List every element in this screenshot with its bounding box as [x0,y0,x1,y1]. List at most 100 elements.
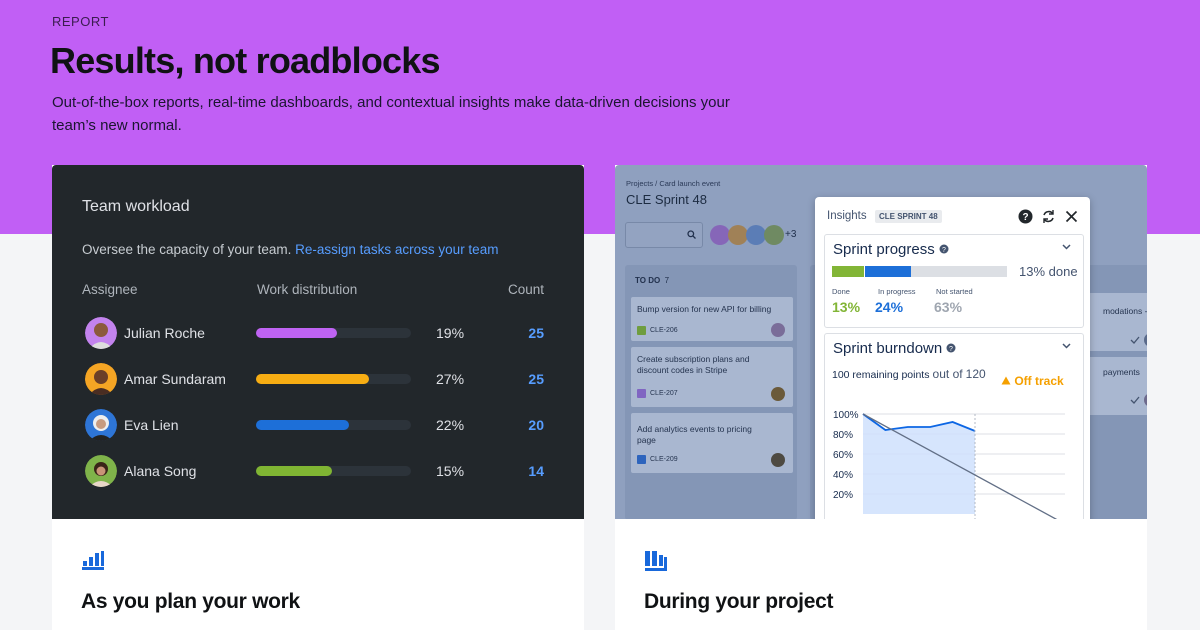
sprint-burndown-panel: Sprint burndown ? 100 remaining points o… [824,333,1084,519]
work-distribution-fill [256,374,370,384]
chevron-down-icon[interactable] [1062,242,1071,252]
ticket-title: payments [1103,367,1140,377]
warning-icon [1001,376,1011,385]
svg-text:?: ? [1022,212,1028,223]
sprint-progress-title: Sprint progress ? [833,241,949,258]
during-project-card: Projects / Card launch event CLE Sprint … [615,165,1147,630]
task-count-link[interactable]: 25 [528,371,544,387]
ticket-card[interactable]: Create subscription plans and discount c… [631,347,793,407]
insights-title: Insights [827,210,867,222]
ticket-card[interactable]: Bump version for new API for billing CLE… [631,297,793,341]
extra-members-count: +3 [785,229,797,240]
insights-panel: Insights CLE SPRINT 48 ? Sprint progress… [815,197,1090,519]
avatar [771,387,785,401]
info-icon[interactable]: ? [939,244,949,254]
work-distribution-fill [256,328,337,338]
breadcrumb[interactable]: Projects / Card launch event [626,179,721,188]
svg-text:?: ? [949,346,953,353]
chevron-down-icon[interactable] [1062,341,1071,351]
table-row[interactable]: Alana Song 15% 14 [52,455,584,501]
sprint-title: CLE Sprint 48 [626,192,707,207]
reassign-tasks-link[interactable]: Re-assign tasks across your team [295,242,499,257]
info-icon[interactable]: ? [946,343,956,353]
board-columns-icon [645,551,667,578]
ticket-key: CLE-207 [637,389,678,398]
done-label: Done [832,287,850,296]
y-tick-label: 40% [833,470,853,481]
progress-inprogress-segment [865,266,911,277]
assignee-name: Eva Lien [124,417,179,433]
task-count-link[interactable]: 14 [528,463,544,479]
burndown-area [863,414,975,514]
project-board-screenshot: Projects / Card launch event CLE Sprint … [615,165,1147,519]
burndown-line [862,413,976,432]
svg-text:?: ? [942,247,946,254]
guideline [862,413,1058,519]
board-avatars[interactable]: +3 [710,224,830,251]
table-row[interactable]: Julian Roche 19% 25 [52,317,584,363]
work-distribution-bar [256,420,411,430]
team-workload-description: Oversee the capacity of your team. Re-as… [82,242,498,257]
work-percent: 15% [436,463,465,479]
task-count-link[interactable]: 20 [528,417,544,433]
work-percent: 19% [436,325,465,341]
work-distribution-fill [256,420,349,430]
inprogress-label: In progress [878,287,916,296]
todo-label: TO DO [635,276,661,285]
burndown-chart: 100% 80% 60% 40% 20% [833,410,1065,519]
avatar [85,317,117,349]
close-icon[interactable] [1065,210,1078,223]
todo-column: TO DO 7 Bump version for new API for bil… [625,265,797,519]
y-tick-label: 20% [833,490,853,501]
table-row[interactable]: Eva Lien 22% 20 [52,409,584,455]
column-title: TO DO 7 [635,276,669,285]
sprint-progress-panel: Sprint progress ? 13% done Done In progr… [824,234,1084,328]
avatar [771,453,785,467]
work-distribution-fill [256,466,332,476]
progress-summary: 13% done [1019,264,1078,279]
avatar [85,455,117,487]
work-distribution-bar [256,328,411,338]
assignee-name: Amar Sundaram [124,371,226,387]
column-header-count: Count [507,282,544,297]
check-icon [1130,394,1147,406]
help-icon[interactable]: ? [1018,209,1033,224]
remaining-points: 100 remaining points out of 120 [832,367,986,381]
team-workload-title: Team workload [82,198,190,215]
ticket-title: Bump version for new API for billing [637,304,772,314]
epic-icon [637,389,646,398]
ticket-key: CLE-209 [637,455,678,464]
done-value: 13% [832,299,861,315]
during-project-title: During your project [644,590,834,613]
work-distribution-bar [256,466,411,476]
task-count-link[interactable]: 25 [528,325,544,341]
page-subtitle: Out-of-the-box reports, real-time dashbo… [52,94,730,134]
search-icon [687,230,696,239]
y-tick-label: 60% [833,450,853,461]
avatar [771,323,785,337]
inprogress-value: 24% [875,299,904,315]
sprint-burndown-title: Sprint burndown ? [833,340,956,357]
work-percent: 22% [436,417,465,433]
bar-chart-icon [82,551,104,576]
work-percent: 27% [436,371,465,387]
sprint-progress-bar [832,266,1007,277]
work-distribution-bar [256,374,411,384]
check-icon [1130,334,1147,346]
assignee-name: Alana Song [124,463,197,479]
ticket-title: Create subscription plans and discount c… [637,354,750,375]
ticket-card[interactable]: Add analytics events to pricing page CLE… [631,413,793,473]
avatar [85,363,117,395]
column-header-distribution: Work distribution [257,282,358,297]
todo-count: 7 [664,276,670,285]
ticket-title: Add analytics events to pricing page [637,424,752,445]
ticket-title: modations - [1103,306,1147,316]
ticket-key: CLE-206 [637,326,678,335]
table-row[interactable]: Amar Sundaram 27% 25 [52,363,584,409]
notstarted-label: Not started [936,287,973,296]
notstarted-value: 63% [934,299,963,315]
refresh-icon[interactable] [1041,209,1056,224]
plan-work-title: As you plan your work [81,590,300,613]
board-search-input[interactable] [625,222,703,248]
column-header-assignee: Assignee [82,282,138,297]
